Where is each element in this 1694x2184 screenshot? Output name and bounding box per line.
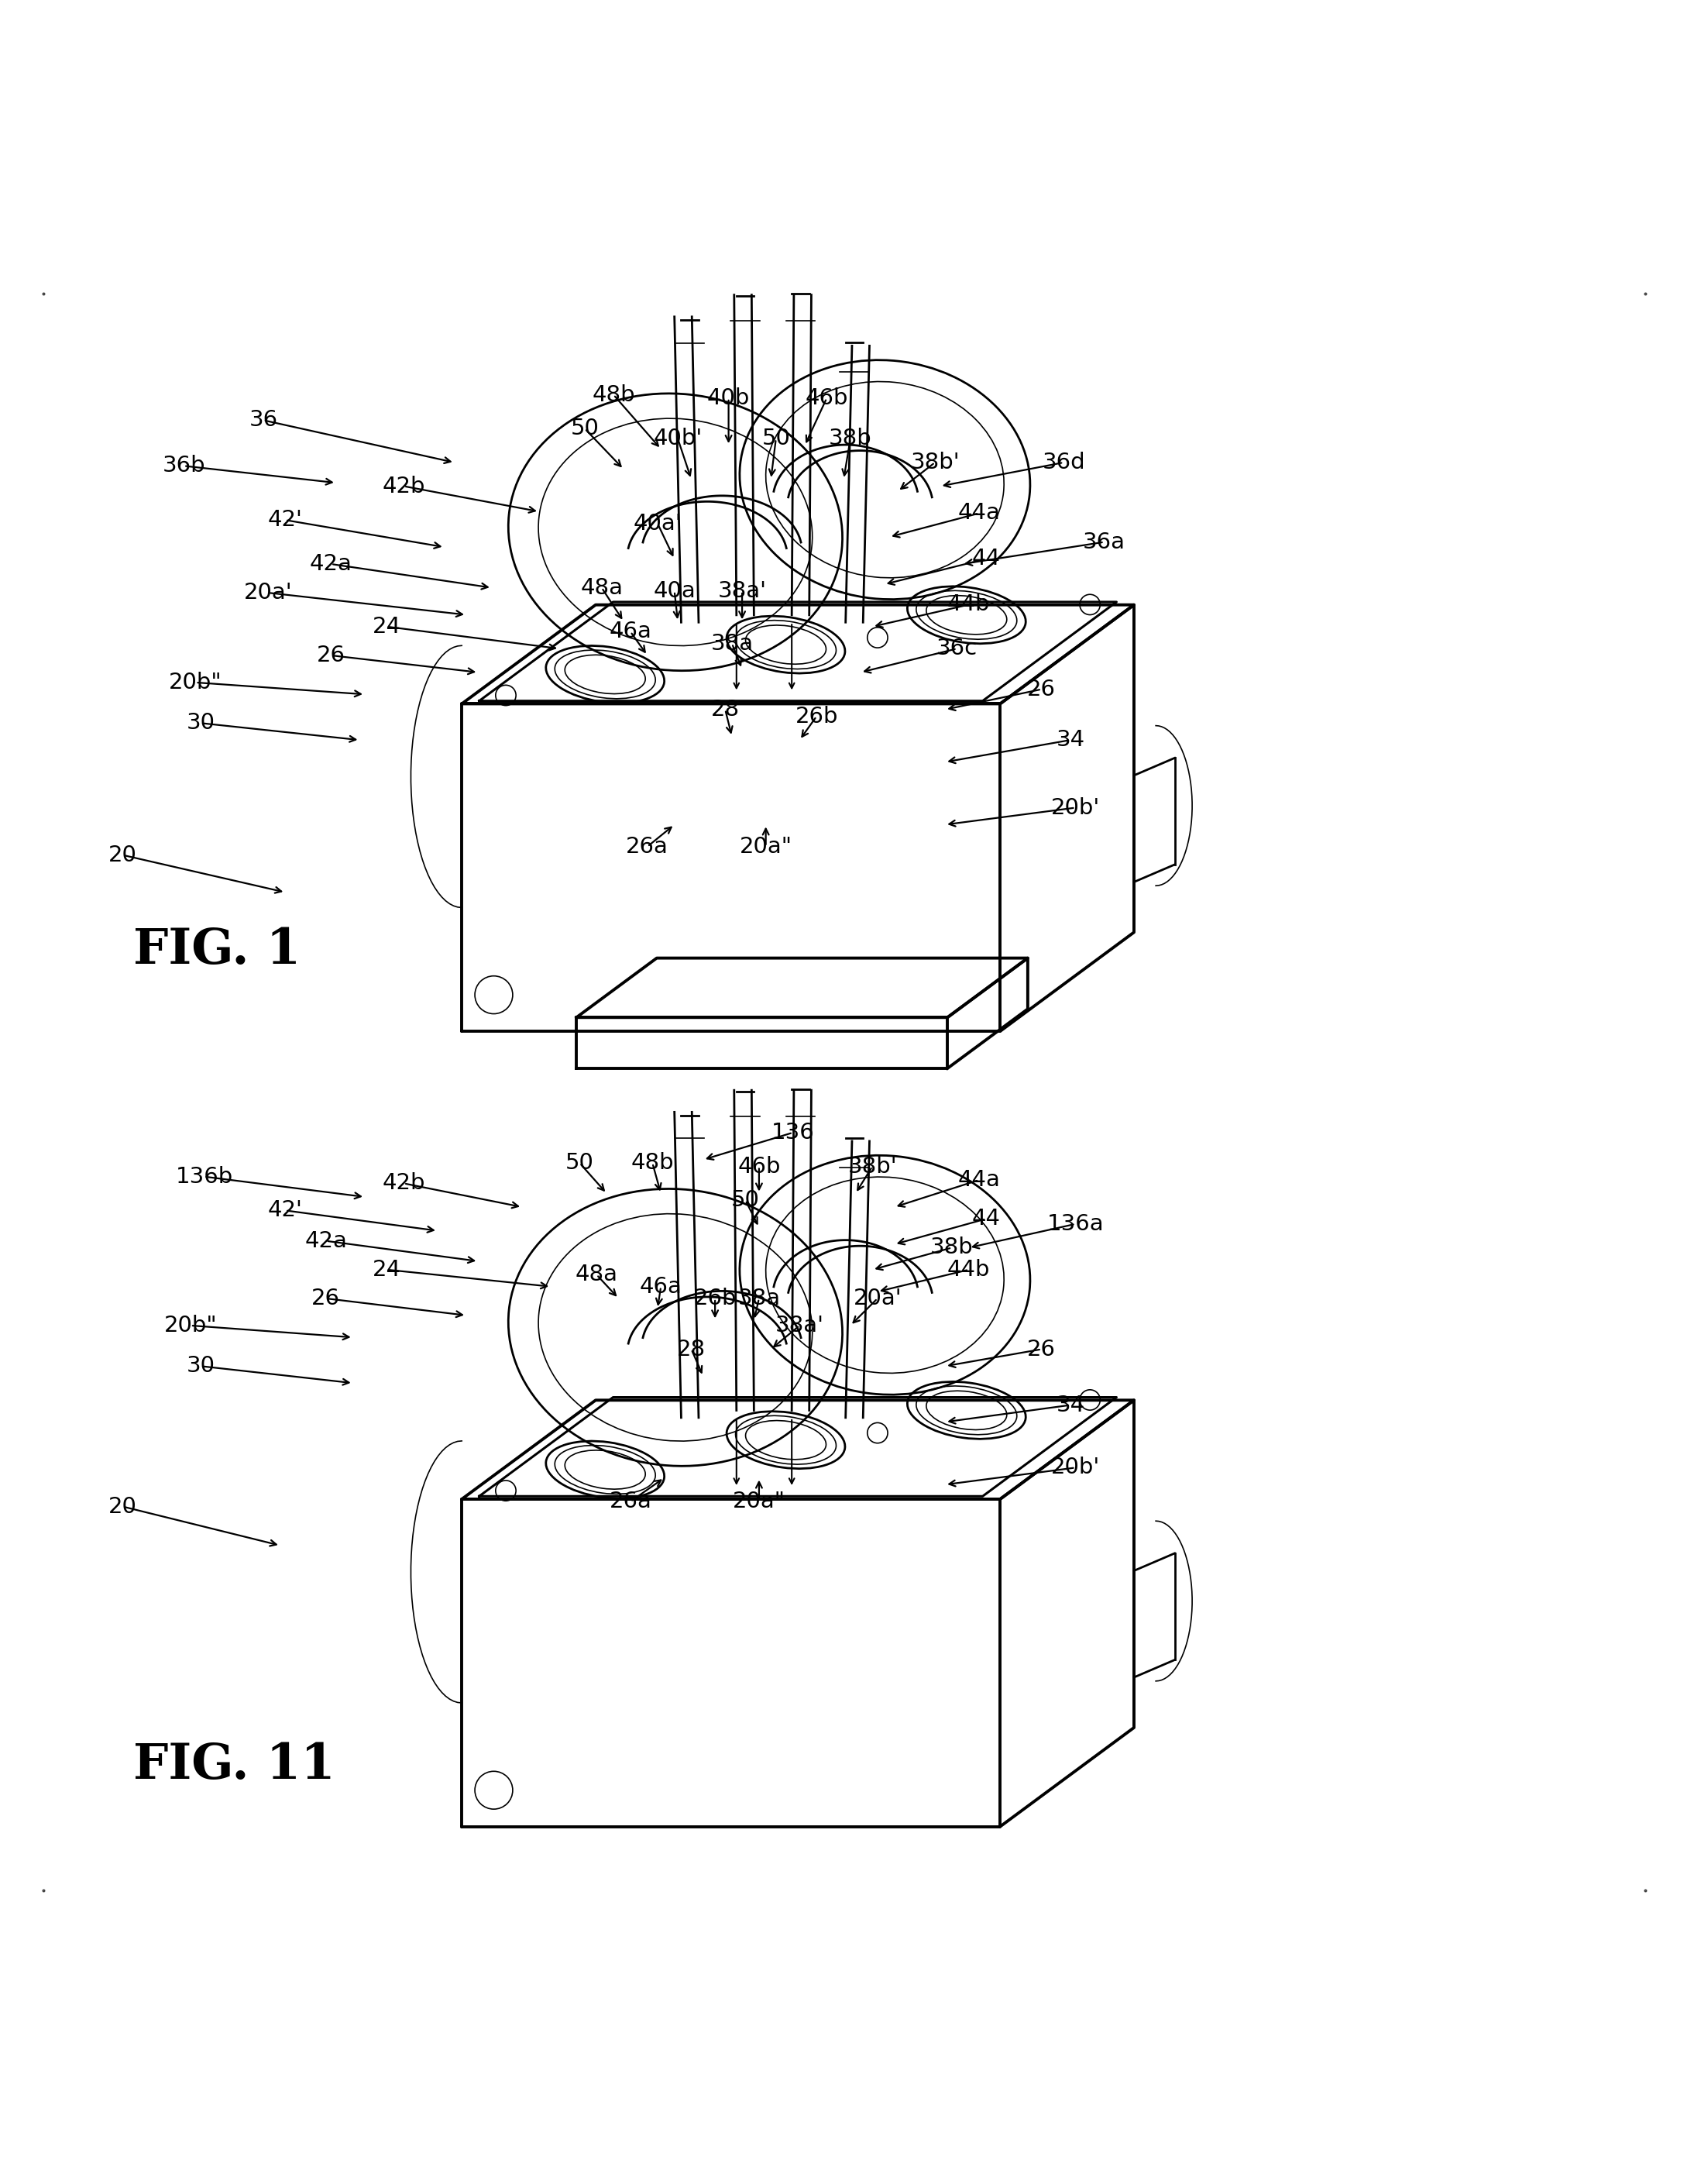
Text: FIG. 11: FIG. 11 (134, 1743, 335, 1789)
Text: 38b: 38b (828, 428, 872, 450)
Text: 50: 50 (732, 1190, 761, 1212)
Text: 42b: 42b (383, 1173, 425, 1195)
Text: FIG. 1: FIG. 1 (134, 926, 300, 974)
Text: 42a: 42a (305, 1230, 347, 1251)
Text: 48a: 48a (581, 577, 623, 598)
Text: 44b: 44b (947, 594, 991, 616)
Text: 42': 42' (268, 509, 303, 531)
Text: 46b: 46b (805, 387, 849, 408)
Text: 20a': 20a' (244, 581, 293, 603)
Text: 38a': 38a' (718, 581, 766, 603)
Text: 38a: 38a (737, 1289, 781, 1308)
Text: 48b: 48b (591, 384, 635, 406)
Text: 36a: 36a (1082, 531, 1125, 553)
Text: 50: 50 (566, 1153, 595, 1175)
Text: 40b': 40b' (654, 428, 703, 450)
Text: 36d: 36d (1042, 452, 1086, 474)
Text: 38a': 38a' (776, 1315, 823, 1337)
Text: 42a: 42a (310, 553, 352, 574)
Text: 20b": 20b" (164, 1315, 217, 1337)
Text: 20b': 20b' (1050, 1457, 1099, 1479)
Text: 26: 26 (1027, 679, 1055, 701)
Text: 28: 28 (711, 699, 740, 721)
Text: 30: 30 (186, 1356, 215, 1376)
Text: 34: 34 (1055, 729, 1084, 751)
Text: 20b': 20b' (1050, 797, 1099, 819)
Text: 44b: 44b (947, 1258, 991, 1280)
Text: 44: 44 (971, 1208, 999, 1230)
Text: 26: 26 (1027, 1339, 1055, 1361)
Text: 20a": 20a" (740, 836, 793, 858)
Text: 30: 30 (186, 712, 215, 734)
Text: 44a: 44a (957, 502, 999, 524)
Text: 20a': 20a' (854, 1289, 901, 1308)
Text: 20a": 20a" (734, 1492, 786, 1511)
Text: 136: 136 (771, 1123, 815, 1144)
Text: 36: 36 (249, 408, 278, 430)
Text: 20: 20 (108, 1496, 137, 1518)
Text: 50: 50 (571, 417, 600, 439)
Text: 38b: 38b (930, 1236, 974, 1258)
Text: 38a: 38a (710, 633, 754, 655)
Text: 26a: 26a (610, 1492, 652, 1511)
Text: 24: 24 (373, 616, 401, 638)
Text: 26: 26 (312, 1289, 340, 1308)
Text: 26a: 26a (627, 836, 669, 858)
Text: 36c: 36c (937, 638, 977, 660)
Text: 20b": 20b" (169, 673, 222, 692)
Text: 42': 42' (268, 1199, 303, 1221)
Text: 40a': 40a' (634, 513, 681, 535)
Text: 46b: 46b (737, 1155, 781, 1177)
Text: 34: 34 (1055, 1393, 1084, 1415)
Text: 38b': 38b' (847, 1155, 898, 1177)
Text: 24: 24 (373, 1258, 401, 1280)
Text: 28: 28 (678, 1339, 706, 1361)
Text: 44a: 44a (957, 1168, 999, 1190)
Text: 44: 44 (971, 548, 999, 570)
Text: 136b: 136b (176, 1166, 232, 1188)
Text: 40a: 40a (654, 581, 696, 603)
Text: 40b: 40b (706, 387, 750, 408)
Text: 46a: 46a (610, 620, 652, 642)
Text: 26: 26 (317, 644, 346, 666)
Text: 50: 50 (762, 428, 789, 450)
Text: 38b': 38b' (910, 452, 959, 474)
Text: 42b: 42b (383, 476, 425, 498)
Text: 136a: 136a (1047, 1212, 1104, 1234)
Text: 48b: 48b (630, 1153, 674, 1175)
Text: 36b: 36b (163, 454, 205, 476)
Text: 26b: 26b (693, 1289, 737, 1308)
Text: 26b: 26b (794, 705, 839, 727)
Text: 48a: 48a (576, 1265, 618, 1286)
Text: 20: 20 (108, 845, 137, 865)
Text: 46a: 46a (640, 1275, 683, 1297)
